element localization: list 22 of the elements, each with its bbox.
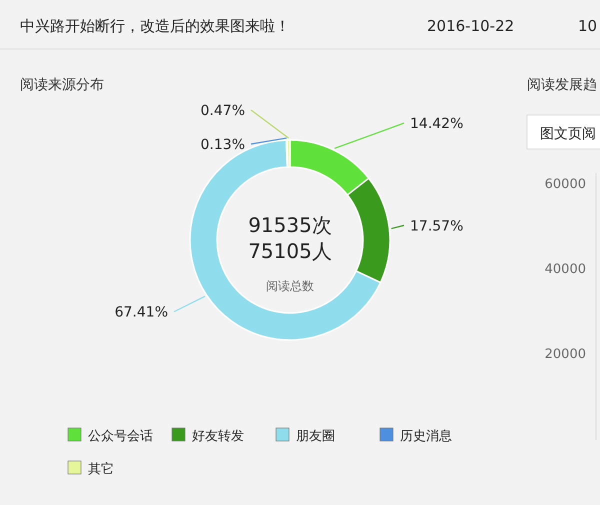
text: 91535次	[248, 213, 332, 237]
text: 20000	[544, 347, 586, 362]
data-label: 0.13%	[200, 137, 245, 154]
data-label: 0.47%	[200, 103, 245, 120]
legend-label: 公众号会话	[88, 429, 153, 444]
legend-label: 朋友圈	[296, 429, 335, 444]
data-label: 67.41%	[114, 304, 168, 321]
chart-title: 阅读来源分布	[20, 77, 104, 93]
data-label: 14.42%	[410, 116, 464, 132]
text: 图文页阅	[540, 126, 596, 142]
text: 2016-10-22	[427, 17, 514, 35]
text: 40000	[544, 262, 586, 277]
text: 阅读总数	[266, 279, 314, 293]
legend-label: 历史消息	[400, 429, 452, 444]
text: 中兴路开始断行，改造后的效果图来啦！	[20, 17, 290, 35]
text: 10	[578, 17, 598, 35]
text: 75105人	[248, 239, 332, 263]
text: 60000	[544, 177, 586, 192]
data-label: 17.57%	[410, 218, 464, 234]
legend-label: 其它	[88, 461, 114, 477]
legend-label: 好友转发	[192, 429, 244, 444]
text: 阅读发展趋	[527, 77, 597, 93]
